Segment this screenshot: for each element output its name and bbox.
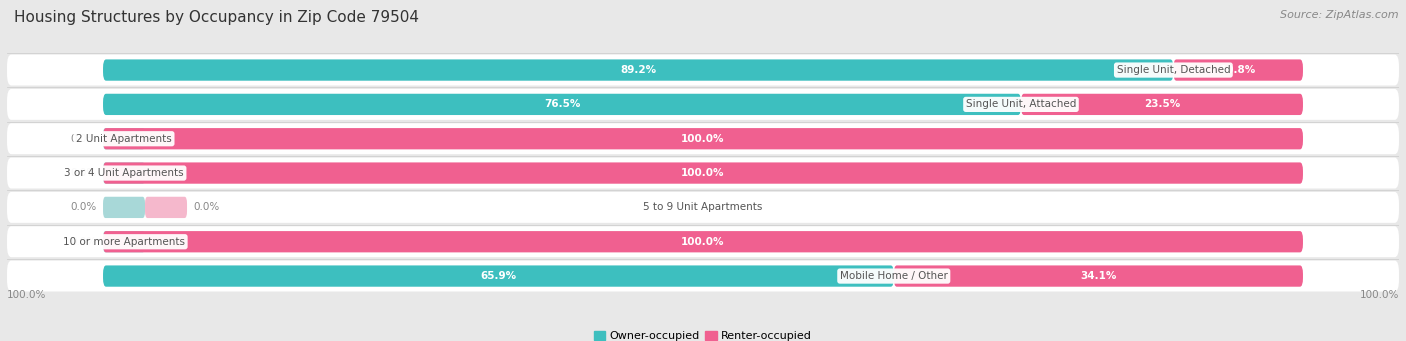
FancyBboxPatch shape — [1174, 59, 1303, 81]
FancyBboxPatch shape — [103, 265, 894, 287]
Text: 100.0%: 100.0% — [1360, 290, 1399, 300]
Text: Housing Structures by Occupancy in Zip Code 79504: Housing Structures by Occupancy in Zip C… — [14, 10, 419, 25]
Text: 0.0%: 0.0% — [70, 168, 97, 178]
FancyBboxPatch shape — [103, 128, 1303, 149]
FancyBboxPatch shape — [103, 162, 145, 184]
FancyBboxPatch shape — [103, 128, 145, 149]
Text: 100.0%: 100.0% — [682, 168, 724, 178]
Text: 0.0%: 0.0% — [70, 203, 97, 212]
Text: 5 to 9 Unit Apartments: 5 to 9 Unit Apartments — [644, 203, 762, 212]
Text: 34.1%: 34.1% — [1080, 271, 1116, 281]
Text: 10.8%: 10.8% — [1220, 65, 1257, 75]
Text: Single Unit, Attached: Single Unit, Attached — [966, 99, 1076, 109]
Text: 100.0%: 100.0% — [7, 290, 46, 300]
Text: Single Unit, Detached: Single Unit, Detached — [1116, 65, 1230, 75]
FancyBboxPatch shape — [103, 94, 1021, 115]
Text: 100.0%: 100.0% — [682, 134, 724, 144]
Text: 76.5%: 76.5% — [544, 99, 581, 109]
Text: 65.9%: 65.9% — [481, 271, 516, 281]
Text: 89.2%: 89.2% — [620, 65, 657, 75]
Text: 23.5%: 23.5% — [1144, 99, 1180, 109]
FancyBboxPatch shape — [7, 158, 1399, 189]
FancyBboxPatch shape — [7, 89, 1399, 120]
FancyBboxPatch shape — [1021, 94, 1303, 115]
FancyBboxPatch shape — [103, 197, 145, 218]
Text: 100.0%: 100.0% — [682, 237, 724, 247]
FancyBboxPatch shape — [103, 59, 1174, 81]
Text: 0.0%: 0.0% — [70, 134, 97, 144]
FancyBboxPatch shape — [7, 226, 1399, 257]
FancyBboxPatch shape — [145, 197, 187, 218]
FancyBboxPatch shape — [103, 231, 145, 252]
Text: 0.0%: 0.0% — [70, 237, 97, 247]
FancyBboxPatch shape — [7, 261, 1399, 292]
Text: 10 or more Apartments: 10 or more Apartments — [63, 237, 186, 247]
Text: 2 Unit Apartments: 2 Unit Apartments — [76, 134, 172, 144]
FancyBboxPatch shape — [103, 162, 1303, 184]
FancyBboxPatch shape — [103, 231, 1303, 252]
Text: Mobile Home / Other: Mobile Home / Other — [839, 271, 948, 281]
FancyBboxPatch shape — [7, 123, 1399, 154]
Text: 0.0%: 0.0% — [193, 203, 219, 212]
Text: Source: ZipAtlas.com: Source: ZipAtlas.com — [1281, 10, 1399, 20]
FancyBboxPatch shape — [7, 55, 1399, 86]
FancyBboxPatch shape — [7, 192, 1399, 223]
Text: 3 or 4 Unit Apartments: 3 or 4 Unit Apartments — [65, 168, 184, 178]
Legend: Owner-occupied, Renter-occupied: Owner-occupied, Renter-occupied — [589, 327, 817, 341]
FancyBboxPatch shape — [894, 265, 1303, 287]
